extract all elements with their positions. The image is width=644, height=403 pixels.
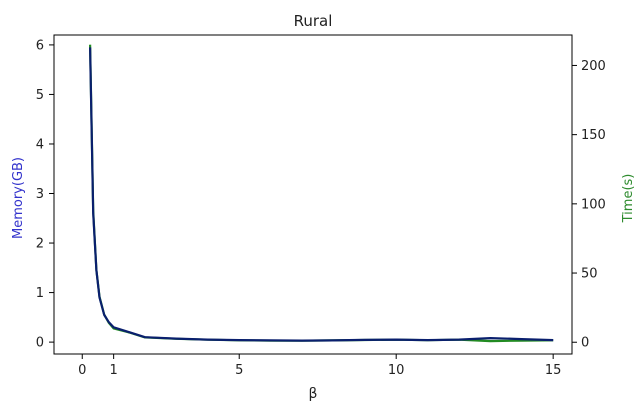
x-axis: 0 1 5 10 15 (78, 354, 561, 378)
x-tick-label: 0 (78, 363, 86, 378)
right-y-axis-label: Time(s) (621, 174, 636, 224)
left-y-tick-label: 3 (36, 187, 44, 202)
memory-series-line (89, 47, 554, 342)
x-tick-label: 10 (388, 363, 405, 378)
right-y-tick-label: 100 (581, 197, 606, 212)
plot-frame (53, 34, 573, 355)
right-y-tick-label: 0 (581, 336, 589, 351)
x-tick-label: 1 (110, 363, 118, 378)
left-y-tick-label: 1 (36, 286, 44, 301)
left-y-tick-label: 4 (36, 137, 44, 152)
x-tick-label: 15 (545, 363, 562, 378)
right-y-axis: 0 50 100 150 200 (572, 59, 606, 351)
right-y-tick-label: 50 (581, 267, 598, 282)
left-y-tick-label: 2 (36, 237, 44, 252)
x-axis-label: β (309, 386, 318, 402)
left-y-axis-label: Memory(GB) (11, 157, 26, 239)
right-y-tick-label: 200 (581, 59, 606, 74)
left-y-tick-label: 5 (36, 88, 44, 103)
left-y-tick-label: 0 (36, 336, 44, 351)
left-y-tick-label: 6 (36, 38, 44, 53)
left-y-axis: 0 1 2 3 4 5 6 (36, 38, 54, 351)
x-tick-label: 5 (235, 363, 243, 378)
chart-title: Rural (294, 12, 333, 30)
right-y-tick-label: 150 (581, 128, 606, 143)
plot-area (89, 44, 554, 343)
